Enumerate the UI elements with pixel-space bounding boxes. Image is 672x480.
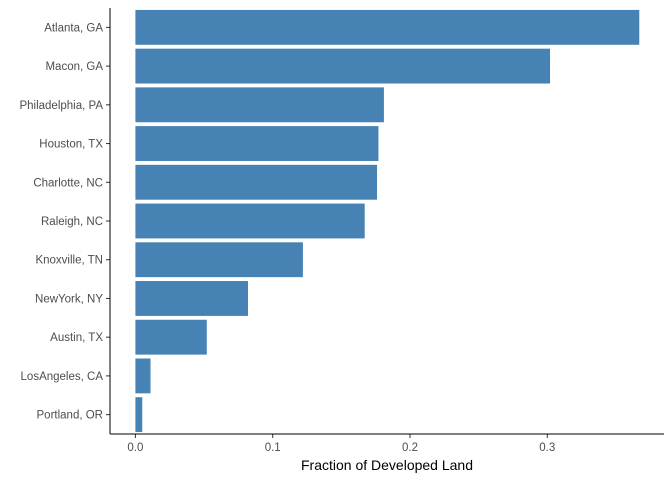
bars-group [135, 9, 640, 433]
y-axis-ticks [106, 26, 110, 416]
x-axis-ticks [134, 434, 548, 438]
x-axis-tick-labels: 0.0 0.1 0.2 0.3 [127, 442, 555, 454]
x-tick-label: 0.2 [402, 442, 418, 454]
y-axis-tick-labels: Atlanta, GA Macon, GA Philadelphia, PA Hous… [19, 22, 103, 421]
bar [135, 126, 379, 161]
bar [135, 358, 151, 394]
y-tick-label: Austin, TX [50, 332, 103, 344]
bar [135, 281, 248, 316]
x-axis-title: Fraction of Developed Land [301, 457, 473, 473]
bar [135, 48, 551, 84]
bar [135, 242, 303, 278]
y-tick-label: Atlanta, GA [44, 22, 103, 34]
bar [135, 164, 378, 200]
bar [135, 87, 384, 123]
y-tick-label: Philadelphia, PA [19, 100, 103, 112]
bar [135, 319, 207, 355]
y-tick-label: Raleigh, NC [41, 216, 103, 228]
bar [135, 203, 365, 239]
x-tick-label: 0.3 [539, 442, 555, 454]
bar [135, 9, 640, 45]
y-tick-label: Macon, GA [45, 61, 103, 73]
y-tick-label: Portland, OR [37, 410, 103, 422]
x-tick-label: 0.1 [265, 442, 281, 454]
y-tick-label: Knoxville, TN [35, 255, 103, 267]
y-tick-label: Houston, TX [39, 139, 103, 151]
x-tick-label: 0.0 [127, 442, 143, 454]
y-tick-label: LosAngeles, CA [21, 371, 104, 383]
y-tick-label: Charlotte, NC [33, 177, 103, 189]
bar [135, 397, 143, 433]
y-tick-label: NewYork, NY [35, 293, 103, 305]
